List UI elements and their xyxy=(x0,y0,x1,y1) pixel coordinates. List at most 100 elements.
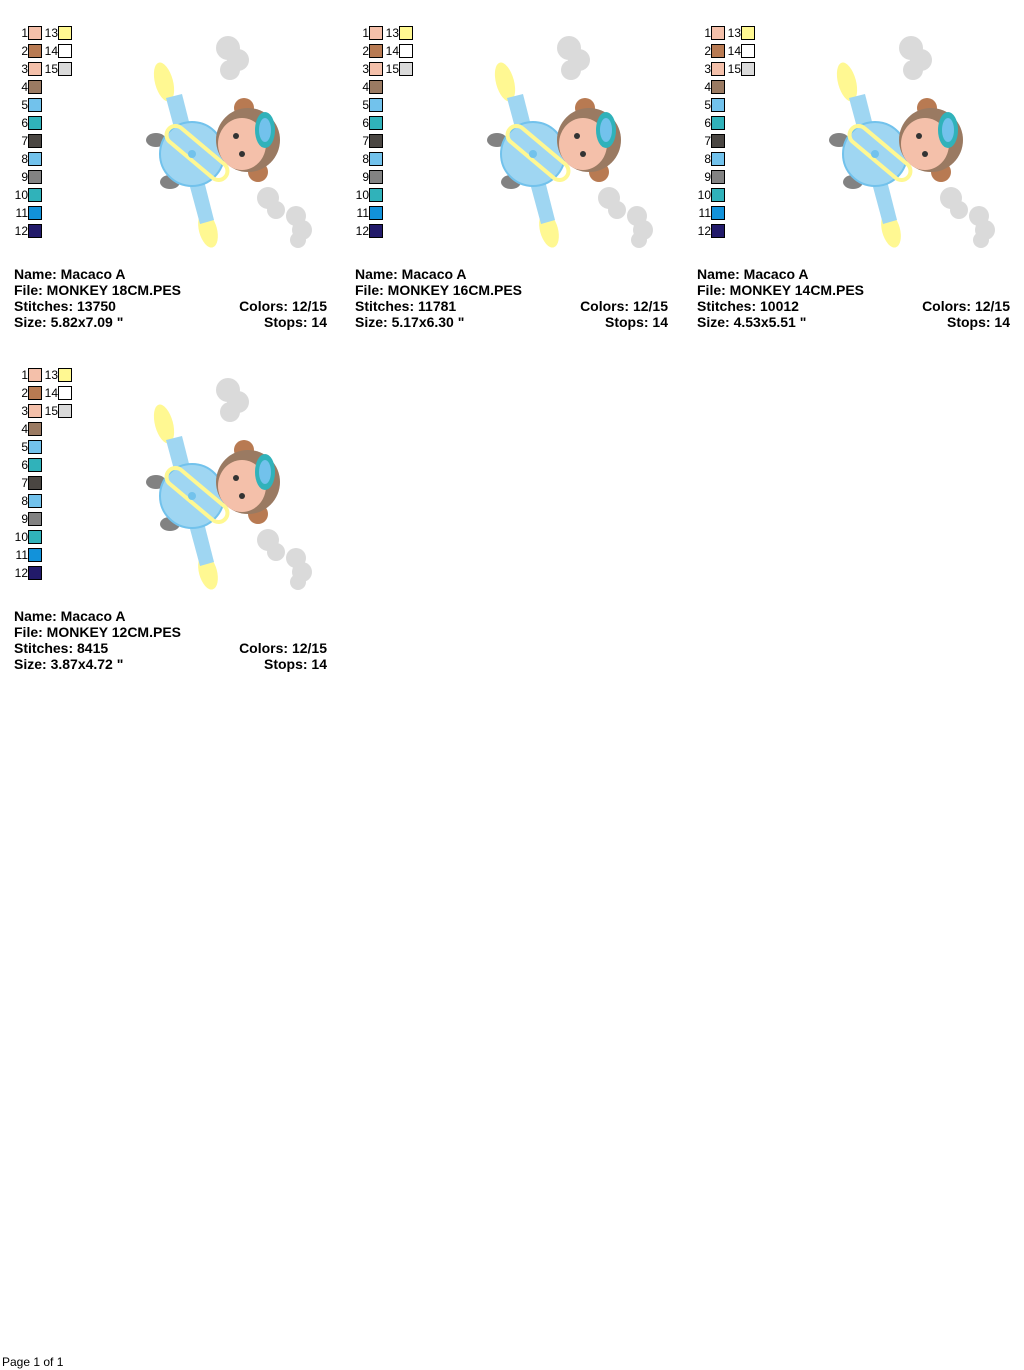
thread-number: 7 xyxy=(362,134,369,148)
thread-color-swatch: 12 xyxy=(681,224,725,238)
thread-number: 11 xyxy=(15,206,28,220)
thread-color-swatch: 4 xyxy=(681,80,725,94)
thread-color-swatch: 7 xyxy=(0,134,42,148)
thread-color-swatch: 10 xyxy=(681,188,725,202)
thread-number: 8 xyxy=(21,152,28,166)
monkey-pilot-design-preview xyxy=(146,36,312,248)
color-box xyxy=(28,404,42,418)
design-name: Name: Macaco A xyxy=(355,266,467,282)
thread-color-swatch: 11 xyxy=(339,206,383,220)
thread-number: 2 xyxy=(21,386,28,400)
color-box xyxy=(28,116,42,130)
color-count: Colors: 12/15 xyxy=(239,298,327,314)
design-name: Name: Macaco A xyxy=(697,266,809,282)
color-box xyxy=(369,44,383,58)
design-file: File: MONKEY 12CM.PES xyxy=(14,624,182,640)
thread-color-swatch: 4 xyxy=(0,80,42,94)
thread-color-swatch: 3 xyxy=(0,62,42,76)
color-box xyxy=(28,44,42,58)
thread-color-swatch: 11 xyxy=(0,548,42,562)
thread-number: 5 xyxy=(21,98,28,112)
color-box xyxy=(741,44,755,58)
color-box xyxy=(369,134,383,148)
thread-color-swatch: 12 xyxy=(0,224,42,238)
thread-number: 9 xyxy=(21,512,28,526)
color-box xyxy=(711,80,725,94)
thread-number: 4 xyxy=(704,80,711,94)
thread-color-swatch: 15 xyxy=(369,62,413,76)
thread-color-swatch: 2 xyxy=(0,386,42,400)
thread-number: 11 xyxy=(356,206,369,220)
thread-number: 8 xyxy=(21,494,28,508)
thread-number: 4 xyxy=(21,422,28,436)
color-box xyxy=(28,368,42,382)
color-box xyxy=(711,152,725,166)
thread-number: 4 xyxy=(362,80,369,94)
thread-number: 15 xyxy=(385,62,399,76)
color-box xyxy=(28,170,42,184)
design-info: Name: Macaco A File: MONKEY 12CM.PES Sti… xyxy=(14,608,327,672)
thread-number: 13 xyxy=(727,26,741,40)
design-card: 1 2 3 4 5 6 7 8 9 10 11 12 13 1 xyxy=(697,26,1013,330)
design-name: Name: Macaco A xyxy=(14,608,126,624)
thread-number: 15 xyxy=(727,62,741,76)
thread-color-swatch: 9 xyxy=(681,170,725,184)
thread-number: 3 xyxy=(362,62,369,76)
thread-number: 1 xyxy=(21,26,28,40)
thread-number: 7 xyxy=(704,134,711,148)
design-size: Size: 5.17x6.30 " xyxy=(355,314,465,330)
color-box xyxy=(28,134,42,148)
thread-color-swatch: 3 xyxy=(681,62,725,76)
color-box xyxy=(28,458,42,472)
thread-color-swatch: 2 xyxy=(339,44,383,58)
thread-number: 10 xyxy=(355,188,369,202)
thread-color-swatch: 1 xyxy=(0,26,42,40)
design-card: 1 2 3 4 5 6 7 8 9 10 11 12 13 1 xyxy=(14,368,330,672)
color-box xyxy=(28,224,42,238)
thread-color-swatch: 6 xyxy=(681,116,725,130)
thread-number: 3 xyxy=(21,62,28,76)
thread-color-swatch: 5 xyxy=(339,98,383,112)
thread-color-swatch: 5 xyxy=(681,98,725,112)
thread-color-swatch: 9 xyxy=(339,170,383,184)
design-file: File: MONKEY 16CM.PES xyxy=(355,282,523,298)
thread-number: 2 xyxy=(21,44,28,58)
color-box xyxy=(399,62,413,76)
thread-color-swatch: 7 xyxy=(681,134,725,148)
thread-number: 4 xyxy=(21,80,28,94)
thread-color-swatch: 15 xyxy=(711,62,755,76)
color-box xyxy=(711,116,725,130)
thread-color-swatch: 10 xyxy=(0,188,42,202)
thread-number: 6 xyxy=(21,458,28,472)
design-card: 1 2 3 4 5 6 7 8 9 10 11 12 13 1 xyxy=(14,26,330,330)
design-info: Name: Macaco A File: MONKEY 18CM.PES Sti… xyxy=(14,266,327,330)
thread-color-swatch: 8 xyxy=(0,152,42,166)
color-box xyxy=(28,80,42,94)
stop-count: Stops: 14 xyxy=(604,314,668,330)
color-box xyxy=(28,206,42,220)
color-box xyxy=(28,62,42,76)
stitch-count: Stitches: 11781 xyxy=(355,298,457,314)
thread-color-swatch: 14 xyxy=(369,44,413,58)
color-box xyxy=(28,512,42,526)
thread-number: 8 xyxy=(704,152,711,166)
color-box xyxy=(58,368,72,382)
thread-number: 12 xyxy=(14,224,28,238)
thread-color-swatch: 15 xyxy=(28,62,72,76)
thread-color-swatch: 13 xyxy=(28,368,72,382)
thread-number: 1 xyxy=(704,26,711,40)
design-file: File: MONKEY 14CM.PES xyxy=(697,282,865,298)
color-box xyxy=(58,386,72,400)
thread-color-swatch: 1 xyxy=(339,26,383,40)
color-box xyxy=(28,494,42,508)
thread-number: 12 xyxy=(14,566,28,580)
thread-color-swatch: 9 xyxy=(0,170,42,184)
thread-color-swatch: 4 xyxy=(339,80,383,94)
color-count: Colors: 12/15 xyxy=(922,298,1010,314)
color-box xyxy=(711,44,725,58)
thread-number: 1 xyxy=(21,368,28,382)
color-box xyxy=(369,62,383,76)
color-box xyxy=(58,62,72,76)
thread-color-swatch: 1 xyxy=(0,368,42,382)
thread-color-swatch: 3 xyxy=(339,62,383,76)
